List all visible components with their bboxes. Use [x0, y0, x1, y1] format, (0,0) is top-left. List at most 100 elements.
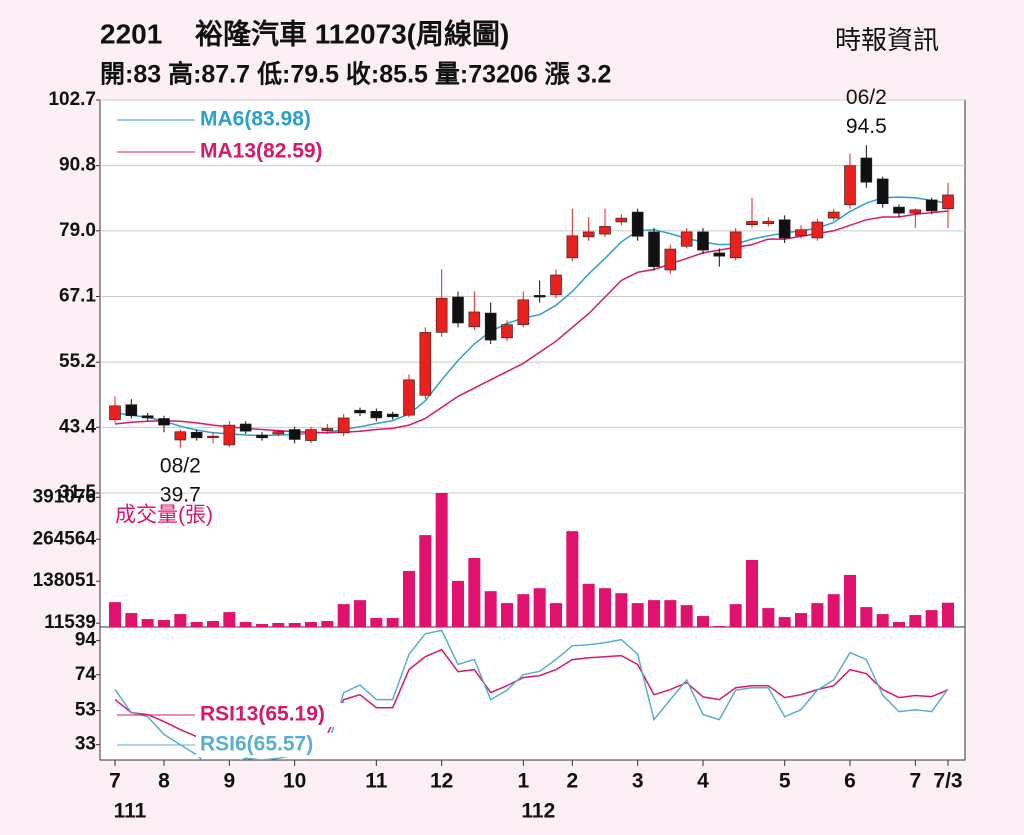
volume-bar [386, 618, 399, 627]
volume-bar [550, 603, 562, 627]
x-year-label: 111 [114, 800, 147, 823]
candle-body [386, 413, 399, 418]
volume-bar [256, 624, 268, 627]
volume-bar [599, 588, 611, 627]
x-tick-label: 10 [283, 770, 306, 793]
annotation-date: 08/2 [160, 454, 201, 477]
volume-bar [484, 591, 497, 627]
candle-body [207, 435, 219, 438]
y-tick-label: 94 [75, 630, 97, 651]
legend-label: RSI13(65.19) [200, 703, 325, 726]
volume-bar [125, 613, 138, 627]
y-tick-label: 33 [75, 734, 96, 755]
annotation-value: 94.5 [846, 115, 887, 138]
stock-name: 裕隆汽車 112073(周線圖) [195, 17, 509, 49]
x-tick-label: 2 [566, 770, 578, 793]
volume-bar [729, 604, 742, 627]
candle-body [795, 229, 807, 237]
x-tick-label: 4 [697, 770, 709, 793]
y-tick-label: 102.7 [48, 89, 96, 110]
candle-body [452, 296, 464, 324]
x-tick-label: 1 [517, 770, 529, 793]
volume-bar [648, 600, 660, 627]
rsi-line [114, 629, 949, 760]
candle-body [942, 194, 954, 210]
candle-body [141, 415, 154, 419]
candle-body [174, 431, 187, 441]
volume-bar [664, 600, 677, 627]
x-tick-label: 6 [844, 770, 856, 793]
candle-body [582, 231, 595, 238]
candle-body [697, 231, 709, 251]
volume-bar [174, 614, 187, 627]
volume-bar [566, 531, 579, 627]
volume-bar [582, 583, 595, 627]
candle-body [925, 199, 938, 212]
volume-bar [337, 604, 350, 627]
candle-body [337, 417, 350, 434]
y-tick-label: 138051 [33, 570, 97, 591]
candle-body [811, 221, 824, 239]
candle-body [648, 231, 660, 267]
candle-body [664, 248, 677, 271]
candle-body [223, 424, 236, 446]
x-tick-label: 7 [109, 770, 121, 793]
candle-body [435, 297, 448, 333]
candle-body [893, 206, 905, 214]
candle-body [909, 209, 922, 214]
x-year-label: 112 [521, 800, 555, 823]
volume-bar [811, 603, 824, 627]
volume-bar [533, 588, 546, 627]
volume-bar [844, 574, 856, 627]
volume-bar [452, 580, 464, 627]
volume-bar [305, 622, 317, 627]
candle-body [288, 429, 301, 440]
candle-body [468, 311, 481, 328]
volume-bar [680, 605, 693, 627]
volume-bar [239, 622, 252, 627]
volume-title: 成交量(張) [115, 504, 213, 527]
volume-bar [141, 619, 154, 627]
volume-bar [403, 570, 415, 627]
y-tick-label: 53 [75, 700, 96, 721]
candle-body [680, 231, 693, 247]
candle-body [550, 274, 562, 296]
annotation-date: 06/2 [846, 86, 887, 109]
volume-bar [762, 608, 775, 627]
x-tick-label: 8 [158, 770, 170, 793]
legend-label: MA6(83.98) [200, 108, 311, 131]
candle-body [305, 429, 317, 441]
volume-bar [272, 623, 285, 627]
x-tick-label: 7/3 [933, 770, 962, 793]
volume-bar [517, 594, 530, 627]
candle-body [158, 418, 170, 426]
y-tick-label: 67.1 [59, 286, 96, 307]
y-tick-label: 55.2 [59, 351, 96, 372]
candle-body [109, 405, 121, 420]
volume-bar [190, 622, 203, 627]
candle-body [844, 165, 856, 206]
volume-bar [615, 593, 628, 627]
volume-bar [827, 594, 840, 627]
candle-body [272, 431, 285, 435]
volume-bar [419, 535, 432, 627]
candle-body [778, 219, 791, 239]
volume-bar [158, 620, 170, 627]
volume-bar [288, 623, 301, 627]
y-tick-label: 43.4 [59, 416, 96, 437]
candle-body [190, 431, 203, 439]
volume-bar [795, 613, 807, 627]
volume-bar [909, 615, 922, 627]
candle-body [533, 295, 546, 298]
volume-bar [925, 610, 938, 627]
candle-body [713, 252, 726, 257]
legend-label: RSI6(65.57) [200, 733, 313, 756]
candle-body [419, 332, 432, 396]
candle-body [484, 312, 497, 341]
volume-bar [876, 614, 889, 627]
candle-body [615, 217, 628, 223]
stock-code: 2201 [100, 18, 162, 49]
volume-bar [109, 602, 121, 627]
volume-bar [893, 622, 905, 627]
